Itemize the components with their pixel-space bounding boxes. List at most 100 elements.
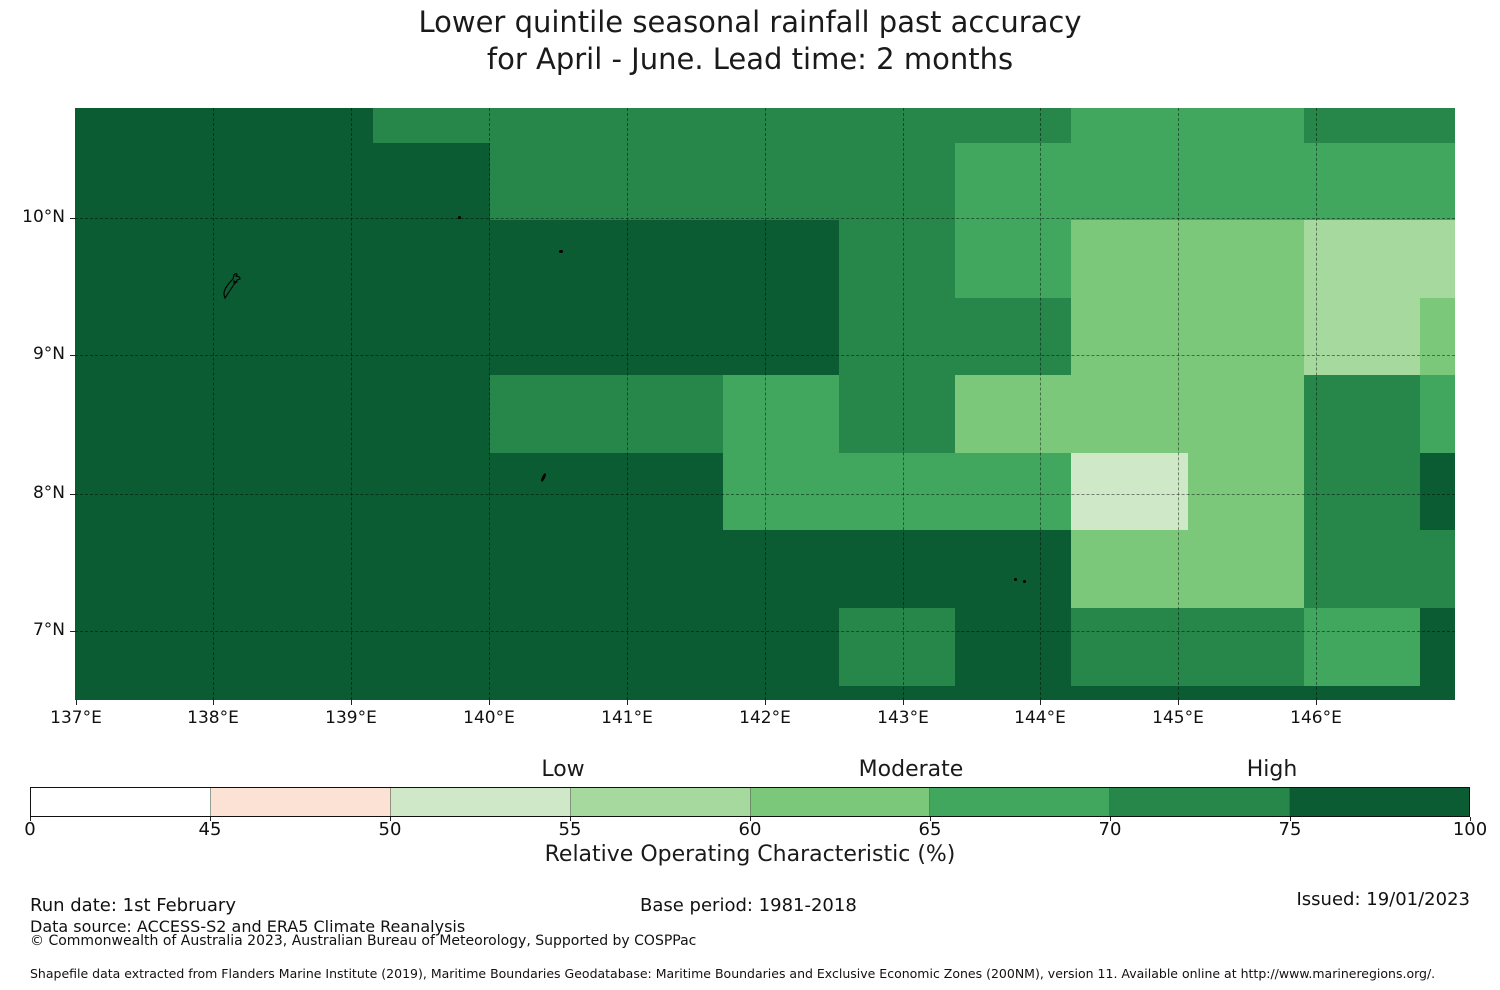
map-cell — [75, 375, 139, 453]
map-cell — [606, 453, 723, 530]
map-cell — [139, 298, 256, 375]
colorbar-tick-label: 50 — [378, 819, 402, 840]
colorbar-tick-mark — [930, 817, 931, 821]
colorbar-tick-mark — [1470, 817, 1471, 821]
map-cell — [955, 608, 1071, 686]
longitude-gridline — [1316, 108, 1317, 700]
x-tick-mark — [765, 700, 766, 705]
run-date-text: Run date: 1st February — [30, 895, 236, 916]
issued-text: Issued: 19/01/2023 — [1296, 889, 1470, 910]
colorbar-tick-mark — [570, 817, 571, 821]
map-cell — [75, 453, 139, 530]
longitude-gridline — [1178, 108, 1179, 700]
map-cell — [1071, 375, 1188, 453]
map-cell — [723, 686, 839, 700]
x-tick-mark — [1316, 700, 1317, 705]
x-tick-label: 143°E — [877, 708, 929, 728]
copyright-text: © Commonwealth of Australia 2023, Austra… — [30, 933, 697, 949]
map-cell — [75, 298, 139, 375]
map-cell — [256, 453, 373, 530]
map-cell — [256, 220, 373, 298]
map-cell — [490, 143, 606, 220]
colorbar-tick-mark — [1290, 817, 1291, 821]
y-tick-label: 8°N — [32, 483, 65, 503]
map-cell — [256, 686, 373, 700]
map-cell — [723, 143, 839, 220]
map-cell — [256, 143, 373, 220]
map-cell — [839, 530, 955, 608]
map-cell — [839, 108, 955, 143]
map-cell — [839, 686, 955, 700]
map-cell — [490, 220, 606, 298]
map-cell — [1420, 608, 1455, 686]
map-cell — [606, 686, 723, 700]
islet-dot — [1014, 578, 1017, 581]
map-cell — [1420, 220, 1455, 298]
map-cell — [1304, 375, 1420, 453]
x-tick-label: 141°E — [601, 708, 653, 728]
x-tick-label: 137°E — [50, 708, 102, 728]
y-tick-mark — [70, 355, 75, 356]
map-cell — [1420, 108, 1455, 143]
map-cell — [139, 530, 256, 608]
map-cell — [723, 608, 839, 686]
map-cell — [1071, 108, 1188, 143]
map-cell — [723, 108, 839, 143]
x-tick-mark — [351, 700, 352, 705]
x-tick-label: 140°E — [463, 708, 515, 728]
map-cell — [1071, 530, 1188, 608]
map-cell — [1420, 530, 1455, 608]
x-tick-mark — [489, 700, 490, 705]
map-cell — [723, 453, 839, 530]
map-cell — [1420, 686, 1455, 700]
map-cell — [1420, 143, 1455, 220]
longitude-gridline — [1040, 108, 1041, 700]
map-cell — [490, 108, 606, 143]
map-cell — [75, 530, 139, 608]
colorbar-segment — [390, 788, 571, 816]
map-cell — [955, 686, 1071, 700]
map-cell — [1071, 143, 1188, 220]
colorbar-tick-mark — [30, 817, 31, 821]
longitude-gridline — [765, 108, 766, 700]
map-cell — [723, 220, 839, 298]
map-cell — [1071, 220, 1188, 298]
map-cell — [139, 108, 256, 143]
map-cell — [373, 298, 490, 375]
map-cell — [1304, 143, 1420, 220]
map-cell — [1071, 298, 1188, 375]
y-tick-mark — [70, 494, 75, 495]
map-cell — [490, 375, 606, 453]
map-cell — [1071, 453, 1188, 530]
map-cell — [1304, 530, 1420, 608]
map-cell — [373, 686, 490, 700]
longitude-gridline — [903, 108, 904, 700]
map-cell — [839, 143, 955, 220]
colorbar — [30, 787, 1470, 817]
map-cell — [606, 108, 723, 143]
x-tick-label: 138°E — [187, 708, 239, 728]
colorbar-tick-label: 60 — [738, 819, 762, 840]
map-cell — [139, 453, 256, 530]
map-cell — [955, 375, 1071, 453]
map-cell — [490, 530, 606, 608]
x-tick-label: 139°E — [325, 708, 377, 728]
x-tick-mark — [76, 700, 77, 705]
map-cell — [839, 375, 955, 453]
x-tick-mark — [1178, 700, 1179, 705]
map-cell — [1420, 453, 1455, 530]
longitude-gridline — [627, 108, 628, 700]
longitude-gridline — [489, 108, 490, 700]
y-tick-mark — [70, 631, 75, 632]
colorbar-tick-mark — [750, 817, 751, 821]
map-cell — [75, 608, 139, 686]
map-cell — [1304, 220, 1420, 298]
chart-title-line2: for April - June. Lead time: 2 months — [486, 42, 1014, 76]
longitude-gridline — [351, 108, 352, 700]
map-cell — [606, 143, 723, 220]
colorbar-tick-label: 75 — [1278, 819, 1302, 840]
colorbar-segment — [1290, 788, 1469, 816]
map-cell — [839, 298, 955, 375]
map-cell — [723, 530, 839, 608]
